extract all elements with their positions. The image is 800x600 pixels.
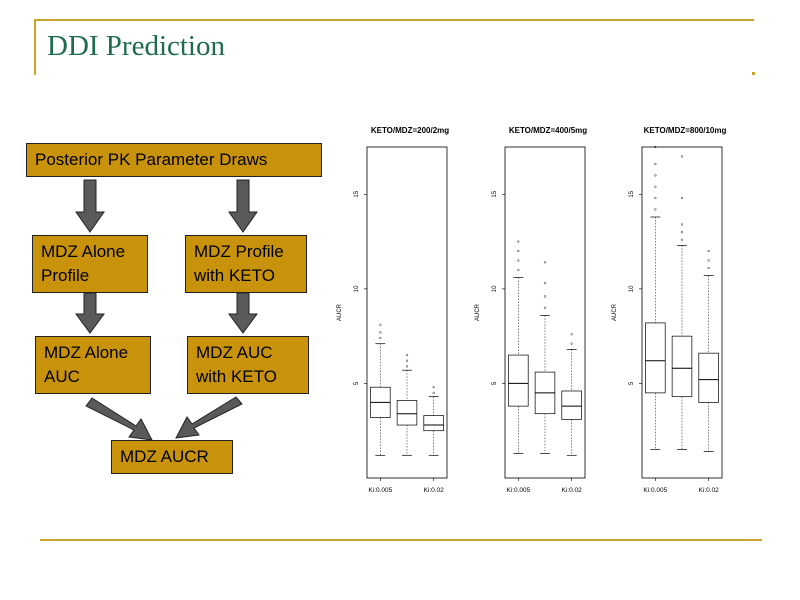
outlier-point <box>680 196 684 200</box>
outlier-point <box>379 323 382 326</box>
outlier-point <box>654 145 657 149</box>
outlier-point <box>680 223 684 226</box>
x-tick-label: Ki:0.005 <box>506 487 530 494</box>
posterior-draws-box: Posterior PK Parameter Draws <box>26 143 322 177</box>
mdz-alone-auc-line2: AUC <box>44 367 80 386</box>
panel-frame <box>504 146 586 479</box>
y-tick-label: 15 <box>492 190 498 197</box>
iqr-box <box>698 352 719 403</box>
outlier-point <box>707 249 710 253</box>
outlier-point <box>543 295 547 298</box>
outlier-point <box>543 261 547 264</box>
outlier-point <box>680 155 684 158</box>
y-tick-label: 15 <box>629 190 635 197</box>
y-tick-label: 5 <box>354 381 360 385</box>
panel-frame <box>641 146 723 479</box>
iqr-box <box>396 400 418 426</box>
outlier-point <box>543 282 547 285</box>
outlier-point <box>517 240 520 243</box>
outlier-point <box>379 331 382 334</box>
panel-title: KETO/MDZ=800/10mg <box>644 126 727 135</box>
outlier-point <box>570 342 573 345</box>
title-rule-left <box>34 19 36 75</box>
y-tick-label: 5 <box>629 381 635 385</box>
title-rule-top <box>34 19 754 21</box>
bottom-rule <box>40 539 762 541</box>
x-tick-label: Ki:0.02 <box>699 487 720 494</box>
y-axis-label: AUCR <box>337 303 343 321</box>
y-tick-label: 10 <box>629 285 635 292</box>
y-tick-label: 15 <box>354 190 360 197</box>
slide-title: DDI Prediction <box>47 30 225 62</box>
mdz-keto-profile-box: MDZ Profile with KETO <box>185 235 307 293</box>
outlier-point <box>570 333 573 336</box>
mdz-aucr-box: MDZ AUCR <box>111 440 233 474</box>
y-tick-label: 10 <box>354 285 360 292</box>
arrow-draws-to-keto-profile <box>228 179 258 233</box>
arrow-alone-profile-to-auc <box>75 292 105 334</box>
outlier-point <box>654 174 657 177</box>
mdz-alone-profile-box: MDZ Alone Profile <box>32 235 148 293</box>
outlier-point <box>405 359 409 362</box>
iqr-box <box>645 322 666 394</box>
arrow-keto-auc-to-aucr <box>175 396 243 439</box>
mdz-alone-auc-line1: MDZ Alone <box>44 343 129 362</box>
outlier-point <box>543 306 547 309</box>
panel-frame <box>366 146 448 479</box>
mdz-keto-profile-line1: MDZ Profile <box>194 242 284 261</box>
outlier-point <box>379 336 382 340</box>
arrow-keto-profile-to-auc <box>228 292 258 334</box>
mdz-keto-auc-line1: MDZ AUC <box>196 343 273 362</box>
arrow-alone-auc-to-aucr <box>85 397 153 441</box>
outlier-point <box>654 185 657 188</box>
iqr-box <box>508 354 529 407</box>
outlier-point <box>432 391 435 394</box>
x-tick-label: Ki:0.005 <box>368 487 392 494</box>
y-tick-label: 10 <box>492 285 498 292</box>
y-axis-label: AUCR <box>612 303 618 321</box>
y-tick-label: 5 <box>492 381 498 385</box>
outlier-point <box>517 268 520 272</box>
outlier-point <box>680 231 684 234</box>
outlier-point <box>517 249 520 253</box>
mdz-keto-profile-line2: with KETO <box>194 266 275 285</box>
outlier-point <box>405 365 409 368</box>
outlier-point <box>654 208 657 211</box>
mdz-aucr-label: MDZ AUCR <box>120 447 209 466</box>
iqr-box <box>423 415 444 432</box>
mdz-alone-profile-line2: Profile <box>41 266 90 285</box>
outlier-point <box>707 266 710 270</box>
mdz-alone-auc-box: MDZ Alone AUC <box>35 336 151 394</box>
y-axis-label: AUCR <box>475 303 481 321</box>
arrow-draws-to-alone-profile <box>75 179 105 233</box>
x-tick-label: Ki:0.005 <box>643 487 667 494</box>
x-tick-label: Ki:0.02 <box>424 487 445 494</box>
panel-title: KETO/MDZ=400/5mg <box>509 126 587 135</box>
outlier-point <box>654 162 657 166</box>
title-accent-dot <box>752 72 755 75</box>
mdz-alone-profile-line1: MDZ Alone <box>41 242 126 261</box>
outlier-point <box>680 238 684 241</box>
mdz-keto-auc-line2: with KETO <box>196 367 277 386</box>
mdz-keto-auc-box: MDZ AUC with KETO <box>187 336 309 394</box>
iqr-box <box>561 390 582 420</box>
outlier-point <box>654 196 657 200</box>
panel-title: KETO/MDZ=200/2mg <box>371 126 449 135</box>
outlier-point <box>707 259 710 262</box>
outlier-point <box>517 259 520 262</box>
outlier-point <box>432 386 435 389</box>
posterior-draws-label: Posterior PK Parameter Draws <box>35 150 268 169</box>
iqr-box <box>671 335 693 398</box>
x-tick-label: Ki:0.02 <box>562 487 583 494</box>
outlier-point <box>405 353 409 357</box>
